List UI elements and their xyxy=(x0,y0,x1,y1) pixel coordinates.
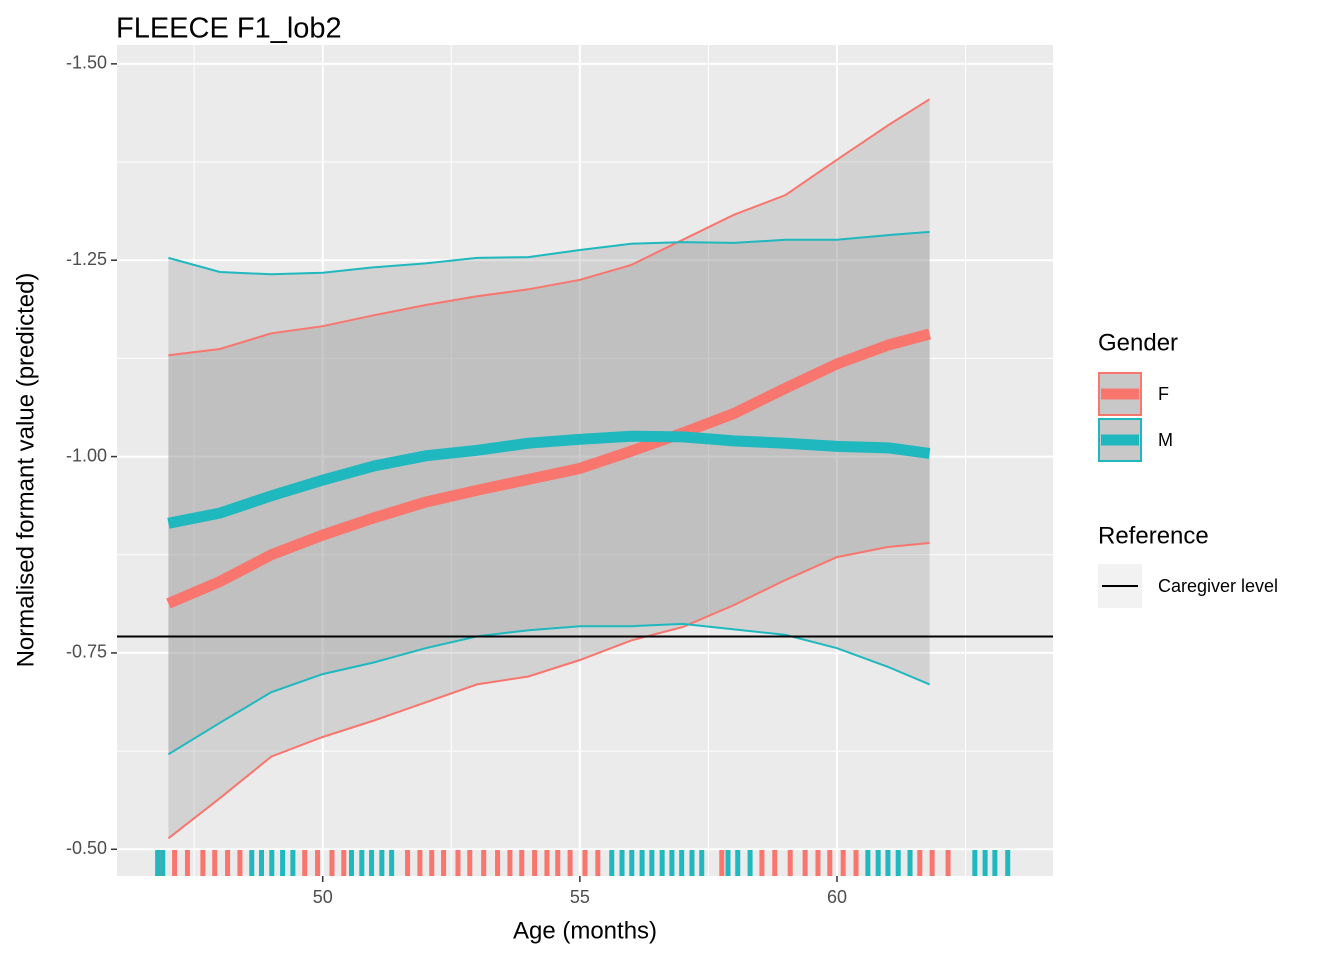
legend-label: Caregiver level xyxy=(1158,576,1278,596)
rug-tick xyxy=(160,850,166,876)
rug-tick xyxy=(212,850,218,876)
rug-tick xyxy=(827,850,833,876)
rug-tick xyxy=(495,850,501,876)
rug-tick xyxy=(417,850,423,876)
rug-tick xyxy=(619,850,625,876)
rug-tick xyxy=(595,850,601,876)
rug-tick xyxy=(225,850,231,876)
rug-tick xyxy=(280,850,286,876)
rug-tick xyxy=(885,850,891,876)
rug-tick xyxy=(907,850,913,876)
legend-title: Gender xyxy=(1098,329,1178,356)
plot-panel xyxy=(117,45,1053,876)
rug-tick xyxy=(725,850,731,876)
rug-tick xyxy=(629,850,635,876)
confidence-bound xyxy=(167,622,930,756)
x-tick-label: 60 xyxy=(827,887,847,907)
rug-tick xyxy=(405,850,411,876)
rug-tick xyxy=(507,850,513,876)
rug-tick xyxy=(172,850,178,876)
rug-tick xyxy=(582,850,588,876)
rug-tick xyxy=(929,850,935,876)
rug-tick xyxy=(669,850,675,876)
rug-tick xyxy=(865,850,871,876)
rug-tick xyxy=(290,850,296,876)
rug-tick xyxy=(269,850,275,876)
rug-tick xyxy=(735,850,741,876)
rug-tick xyxy=(544,850,550,876)
legend-label: M xyxy=(1158,430,1173,450)
x-axis-title: Age (months) xyxy=(513,917,657,944)
rug-tick xyxy=(349,850,355,876)
rug-tick xyxy=(982,850,988,876)
legend-label: F xyxy=(1158,384,1169,404)
rug-tick xyxy=(759,850,765,876)
x-tick-label: 55 xyxy=(570,887,590,907)
rug-tick xyxy=(481,850,487,876)
y-tick-label: -1.00 xyxy=(66,445,107,465)
rug-tick xyxy=(249,850,255,876)
rug-tick xyxy=(802,850,808,876)
rug-tick xyxy=(772,850,778,876)
rug-tick xyxy=(155,850,161,876)
rug-tick xyxy=(567,850,573,876)
rug-tick xyxy=(787,850,793,876)
rug-tick xyxy=(895,850,901,876)
x-tick-label: 50 xyxy=(313,887,333,907)
rug-tick xyxy=(389,850,395,876)
rug-tick xyxy=(917,850,923,876)
rug-tick xyxy=(455,850,461,876)
rug-tick xyxy=(359,850,365,876)
y-axis-title: Normalised formant value (predicted) xyxy=(12,273,39,668)
rug-tick xyxy=(609,850,615,876)
rug-tick xyxy=(840,850,846,876)
y-tick-label: -0.75 xyxy=(66,642,107,662)
rug-tick xyxy=(639,850,645,876)
y-tick-label: -1.25 xyxy=(66,249,107,269)
rug-tick xyxy=(649,850,655,876)
rug-tick xyxy=(689,850,695,876)
rug-tick xyxy=(1005,850,1011,876)
rug-tick xyxy=(532,850,538,876)
confidence-bound xyxy=(167,542,930,840)
confidence-ribbon xyxy=(168,99,930,839)
rug-tick xyxy=(467,850,473,876)
rug-tick xyxy=(659,850,665,876)
fit-line xyxy=(166,328,932,609)
rug-tick xyxy=(259,850,265,876)
rug-tick xyxy=(555,850,561,876)
rug-tick xyxy=(945,850,951,876)
rug-tick xyxy=(329,850,335,876)
rug-tick xyxy=(237,850,243,876)
rug-tick xyxy=(200,850,206,876)
rug-tick xyxy=(972,850,978,876)
rug-tick xyxy=(992,850,998,876)
fit-line xyxy=(167,430,931,529)
rug-tick xyxy=(302,850,308,876)
chart-title: FLEECE F1_lob2 xyxy=(116,13,342,45)
rug-tick xyxy=(699,850,705,876)
rug-tick xyxy=(341,850,347,876)
rug-tick xyxy=(315,850,321,876)
rug-tick xyxy=(747,850,753,876)
y-tick-label: -1.50 xyxy=(66,53,107,73)
rug-tick xyxy=(429,850,435,876)
confidence-ribbon xyxy=(168,231,930,755)
y-tick-label: -0.50 xyxy=(66,838,107,858)
rug-tick xyxy=(379,850,385,876)
legend-title: Reference xyxy=(1098,522,1209,549)
rug-tick xyxy=(853,850,859,876)
rug-tick xyxy=(519,850,525,876)
rug-tick xyxy=(875,850,881,876)
rug-tick xyxy=(815,850,821,876)
rug-tick xyxy=(679,850,685,876)
confidence-bound xyxy=(168,98,931,357)
rug-tick xyxy=(369,850,375,876)
rug-tick xyxy=(441,850,447,876)
confidence-bound xyxy=(168,230,930,276)
rug-tick xyxy=(184,850,190,876)
rug-tick xyxy=(719,850,725,876)
